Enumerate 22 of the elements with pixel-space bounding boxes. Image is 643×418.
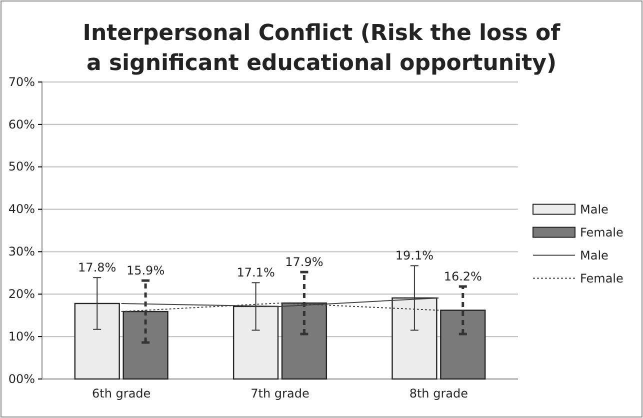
data-label: 19.1%: [395, 248, 434, 263]
y-tick-label: 50%: [8, 160, 35, 174]
y-tick-label: 10%: [8, 329, 35, 344]
y-tick-label: 00%: [8, 372, 35, 386]
data-label: 15.9%: [126, 264, 165, 278]
y-tick-label: 70%: [8, 74, 35, 89]
y-tick-label: 20%: [8, 286, 35, 301]
y-tick-label: 60%: [8, 117, 35, 132]
x-tick-label: 6th grade: [92, 386, 151, 401]
legend-label: Male: [580, 202, 608, 216]
data-label: 16.2%: [444, 270, 482, 284]
data-label: 17.9%: [285, 255, 324, 270]
data-label: 17.1%: [236, 266, 275, 280]
x-tick-label: 8th grade: [409, 386, 468, 401]
legend-label: Male: [580, 248, 608, 262]
x-tick-label: 7th grade: [250, 386, 310, 401]
data-label: 17.8%: [78, 260, 116, 275]
legend-label: Female: [580, 271, 624, 286]
y-tick-label: 40%: [8, 202, 35, 216]
chart-title: Interpersonal Conflict (Risk the loss of a significant educational opportunity): [82, 21, 561, 76]
y-tick-label: 30%: [8, 244, 35, 259]
legend-label: Female: [580, 225, 624, 240]
